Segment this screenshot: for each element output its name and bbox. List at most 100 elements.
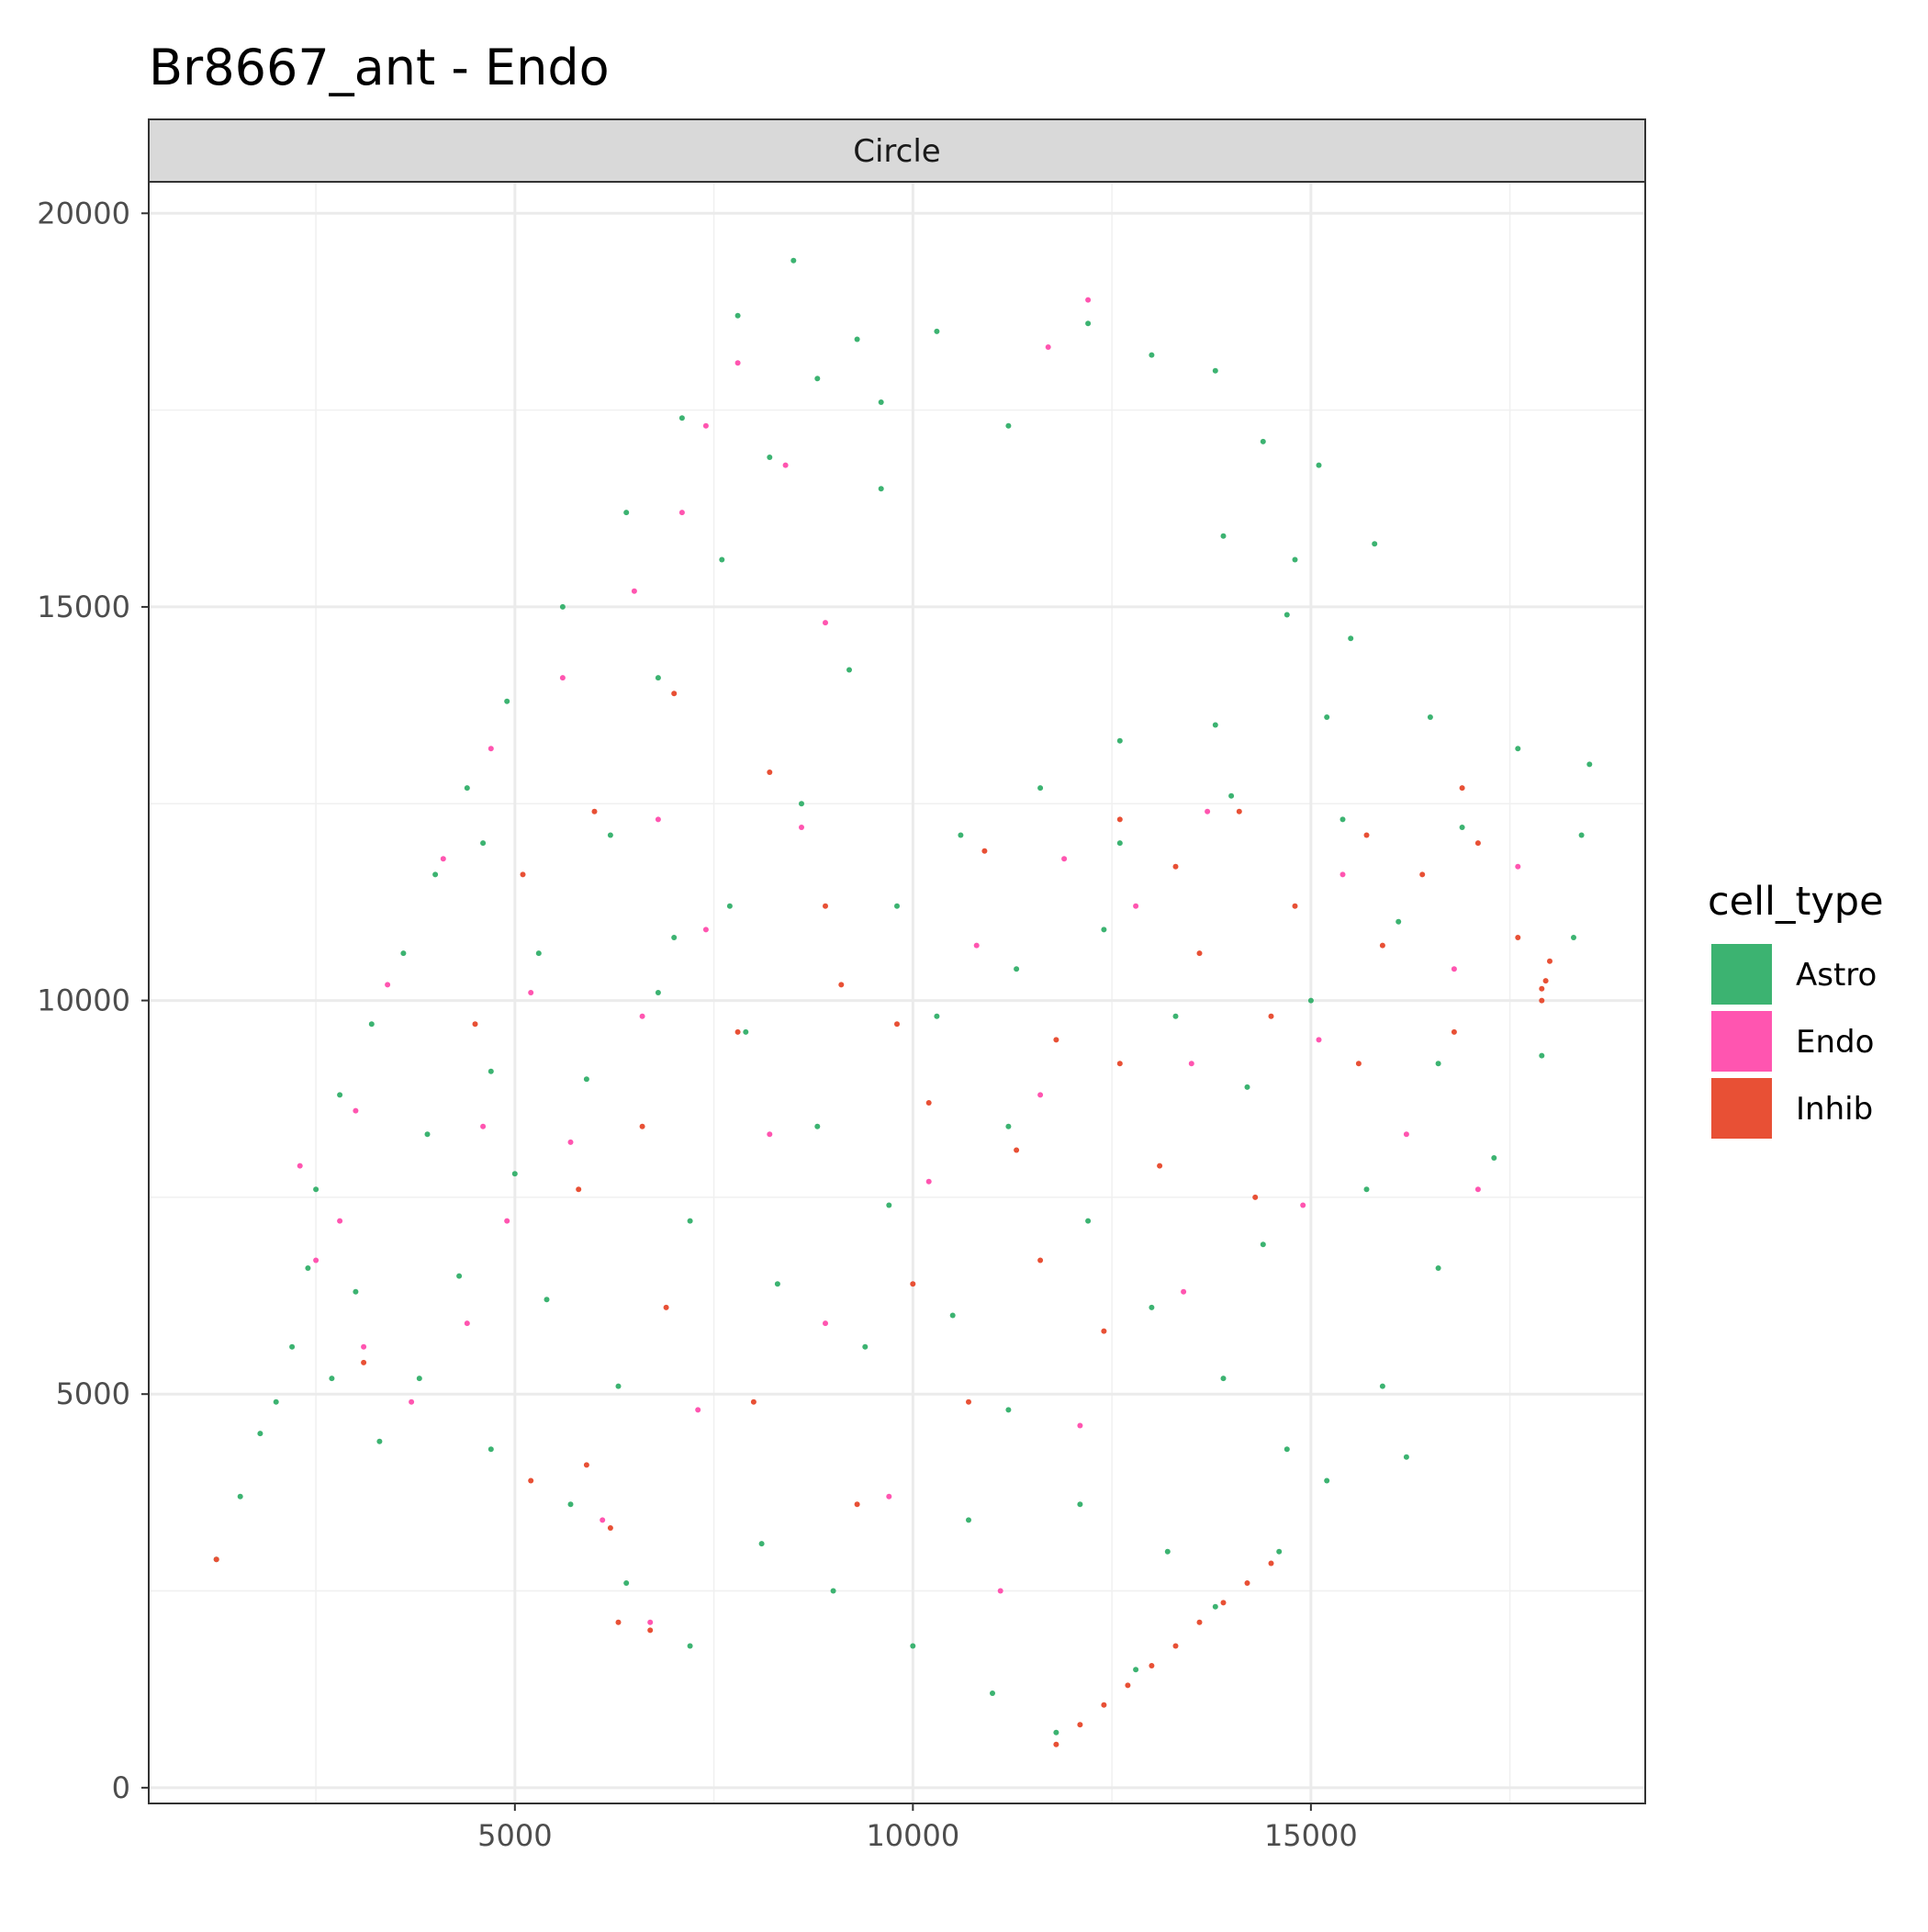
data-point [1116, 840, 1123, 847]
data-point [1005, 1123, 1012, 1129]
data-point [1300, 1202, 1306, 1208]
data-point [702, 927, 709, 933]
series-inhib [213, 691, 1552, 1747]
data-point [1292, 903, 1298, 909]
data-point [337, 1092, 343, 1098]
data-point [1053, 1741, 1059, 1747]
data-point [1268, 1560, 1274, 1567]
chart-title: Br8667_ant - Endo [149, 39, 610, 96]
data-point [799, 801, 804, 807]
data-point [1451, 966, 1457, 972]
data-point [583, 1462, 589, 1468]
data-point [504, 698, 510, 704]
data-point [886, 1493, 892, 1500]
data-point [823, 620, 828, 626]
data-point [1244, 1580, 1250, 1586]
data-point [1292, 556, 1298, 563]
data-point [1077, 1722, 1083, 1728]
data-point [695, 1407, 701, 1413]
data-point [1515, 746, 1521, 752]
data-point [1316, 1037, 1322, 1043]
data-point [1491, 1155, 1497, 1161]
data-point [1061, 856, 1068, 862]
data-point [385, 982, 391, 988]
data-point [830, 1588, 836, 1594]
data-point [1547, 958, 1552, 964]
data-point [376, 1438, 383, 1444]
data-point [1149, 352, 1155, 358]
data-point [1037, 785, 1044, 792]
data-point [424, 1131, 431, 1138]
data-point [655, 675, 661, 681]
data-point [1427, 714, 1433, 720]
facet-label: Circle [853, 133, 940, 170]
data-point [671, 691, 678, 697]
data-point [743, 1028, 749, 1035]
data-point [353, 1288, 359, 1295]
data-point [934, 328, 940, 334]
data-point [966, 1398, 971, 1405]
data-point [607, 832, 613, 838]
data-point [814, 1123, 821, 1129]
data-point [559, 603, 566, 610]
data-point [400, 950, 407, 957]
y-tick-label: 15000 [37, 590, 130, 624]
data-point [1340, 816, 1346, 823]
data-point [1379, 942, 1385, 949]
data-point [535, 950, 542, 957]
data-point [774, 1281, 780, 1287]
x-tick-label: 5000 [477, 1818, 552, 1853]
data-point [1586, 761, 1593, 768]
data-point [409, 1398, 415, 1405]
data-point [1188, 1061, 1194, 1067]
grid-lines [149, 182, 1645, 1803]
data-point [1085, 1218, 1092, 1224]
data-point [639, 1123, 645, 1129]
data-point [1539, 997, 1545, 1004]
data-point [1307, 997, 1314, 1004]
data-point [520, 871, 526, 878]
data-point [1283, 612, 1290, 618]
data-point [237, 1493, 243, 1500]
legend-key-endo [1711, 1011, 1772, 1072]
data-point [1578, 832, 1585, 838]
x-tick-label: 15000 [1264, 1818, 1358, 1853]
data-point [799, 825, 804, 830]
data-point [767, 455, 773, 460]
data-point [289, 1343, 296, 1350]
data-point [1340, 871, 1346, 878]
data-point [1539, 985, 1545, 992]
data-point [1260, 1241, 1266, 1248]
data-point [313, 1186, 319, 1193]
data-point [726, 903, 733, 909]
data-point [862, 1343, 869, 1350]
data-point [823, 903, 828, 909]
data-point [559, 675, 566, 681]
data-point [1474, 1186, 1481, 1193]
data-point [1474, 840, 1481, 847]
data-point [488, 1068, 494, 1074]
data-point [329, 1376, 335, 1382]
data-point [1172, 1643, 1179, 1649]
data-point [1133, 1667, 1139, 1673]
data-point [639, 1013, 645, 1019]
data-point [1372, 541, 1378, 547]
data-point [361, 1343, 367, 1350]
data-point [647, 1619, 654, 1625]
data-point [480, 840, 487, 847]
data-point [353, 1107, 359, 1114]
data-point [1451, 1028, 1457, 1035]
data-point [1085, 320, 1092, 327]
data-point [1571, 935, 1576, 940]
data-point [823, 1320, 828, 1327]
data-point [1196, 950, 1203, 957]
data-point [1077, 1501, 1083, 1508]
legend-title: cell_type [1708, 879, 1884, 925]
y-tick-label: 5000 [56, 1376, 130, 1411]
data-point [1324, 1477, 1330, 1484]
data-point [925, 1100, 932, 1106]
data-point [567, 1501, 574, 1508]
data-point [1125, 1682, 1131, 1689]
data-point [910, 1643, 916, 1649]
